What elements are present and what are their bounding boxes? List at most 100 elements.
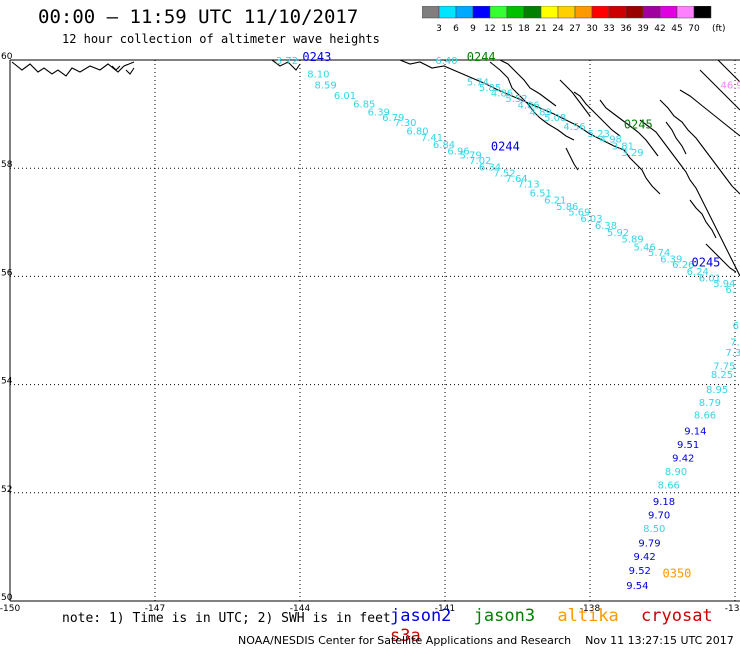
wave-height-value: 4.56	[563, 122, 585, 133]
lat-tick-label: 58	[1, 160, 13, 170]
wave-height-value: 5.89	[621, 235, 643, 246]
wave-height-value: 3.81	[612, 141, 634, 152]
wave-height-value: 5.74	[648, 248, 670, 259]
lat-lon-grid: -150 -147 -144 -141 -138 -135 50 52 54 56 58 60	[0, 52, 740, 614]
wave-height-value: 9.79	[638, 539, 660, 550]
wave-height-value: 8.95	[706, 385, 728, 396]
wave-height-value: 4.98	[600, 134, 622, 145]
wave-height-value: 6.79	[382, 113, 404, 124]
wave-height-value: 7.02	[469, 156, 491, 167]
wave-height-value: 6	[733, 321, 739, 332]
wave-height-value: 7.52	[493, 169, 515, 180]
wave-height-value: 5.85	[479, 83, 501, 94]
lat-tick-label: 52	[1, 485, 12, 495]
wave-height-value: 6.03	[580, 214, 602, 225]
colorbar-unit: (ft)	[712, 24, 726, 34]
wave-height-value: 6.26	[672, 260, 694, 271]
lon-tick-label: -150	[0, 604, 20, 614]
colorbar-tick-label: 42	[654, 24, 665, 34]
lon-tick-label: -141	[435, 604, 455, 614]
wave-height-value: 8.79	[699, 398, 721, 409]
legend-cryosat-s3a: cryosat s3a	[390, 606, 713, 646]
legend-jason2: jason2	[390, 606, 452, 626]
pass-label: 0244	[491, 139, 520, 153]
wave-height-value: 5.52	[505, 94, 527, 105]
lon-tick-label: -138	[580, 604, 601, 614]
wave-height-value: 5.46	[634, 243, 656, 254]
wave-height-value: 6.34	[479, 163, 501, 174]
wave-height-value: 5.08	[544, 113, 566, 124]
wave-height-value: 3.72	[276, 56, 298, 67]
wave-height-value: 7.41	[421, 133, 443, 144]
wave-height-value: 5.79	[460, 151, 482, 162]
wave-height-colorbar: 3 6 9 12 15 18 21 24 27 30 33 36 39 42 45 70 (ft)	[422, 6, 726, 34]
map-frame	[9, 59, 740, 602]
pass-label: 0245	[624, 118, 653, 132]
footer-note: note: 1) Time is in UTC; 2) SWH is in fe…	[62, 611, 391, 626]
satellite-legend: jason2 jason3 altika cryosat s3a	[390, 606, 740, 646]
wave-height-value: 4.86	[491, 88, 513, 99]
wave-height-value: 7.64	[505, 174, 527, 185]
wave-height-value: 8.66	[694, 410, 716, 421]
wave-height-value: 4.89	[530, 107, 552, 118]
wave-height-value: 6.	[725, 285, 735, 296]
coastline	[11, 59, 740, 277]
colorbar-tick-label: 27	[569, 24, 580, 34]
wave-height-value: 5.94	[713, 279, 735, 290]
colorbar-tick-label: 70	[688, 24, 700, 34]
pass-label: 0243	[302, 50, 331, 64]
map-title: 00:00 – 11:59 UTC 11/10/2017	[38, 6, 359, 28]
wave-height-value: 6.39	[368, 107, 390, 118]
lat-tick-label: 56	[1, 268, 13, 278]
colorbar-tick-label: 6	[453, 24, 459, 34]
legend-altika: altika	[557, 606, 619, 626]
wave-height-value: 6.85	[353, 99, 375, 110]
colorbar-tick-label: 12	[484, 24, 495, 34]
colorbar-tick-label: 39	[637, 24, 649, 34]
wave-height-value: 7.3	[725, 348, 740, 359]
colorbar-tick-label: 45	[671, 24, 682, 34]
pass-label: 0350	[663, 567, 692, 581]
colorbar-bin	[693, 6, 712, 19]
wave-height-value: 4.86	[518, 100, 540, 111]
legend-jason3: jason3	[473, 606, 536, 626]
wave-height-value: 6.40	[435, 56, 457, 67]
wave-height-value: 9.42	[634, 552, 656, 563]
colorbar-tick-label: 33	[603, 24, 614, 34]
colorbar-tick-label: 3	[436, 24, 442, 34]
wave-height-value: 5.69	[568, 207, 590, 218]
pass-label: 0244	[467, 50, 496, 64]
lat-tick-label: 50	[1, 593, 13, 603]
wave-height-value: 7.	[730, 337, 740, 348]
lon-tick-label: -144	[290, 604, 311, 614]
wave-height-value: 6.01	[334, 91, 356, 102]
colorbar-tick-label: 18	[518, 24, 530, 34]
wave-height-value: 6.84	[433, 140, 455, 151]
wave-height-value: 46.9	[721, 80, 740, 91]
wave-height-value: 6.80	[406, 126, 428, 137]
wave-observations: 3.728.108.596.016.856.396.797.306.807.41…	[276, 56, 740, 592]
wave-height-value: 9.54	[626, 581, 648, 592]
wave-height-value: 9.70	[648, 510, 670, 521]
wave-height-value: 7.13	[518, 179, 540, 190]
wave-height-value: 6.24	[687, 267, 709, 278]
wave-height-value: 6.39	[660, 255, 682, 266]
wave-height-value: 8.50	[643, 524, 665, 535]
colorbar-tick-label: 9	[470, 24, 476, 34]
wave-height-value: 8.10	[307, 70, 329, 81]
colorbar-tick-label: 15	[501, 24, 512, 34]
pass-label: 0245	[692, 256, 721, 270]
wave-height-value: 7.30	[394, 118, 416, 129]
colorbar-tick-label: 24	[552, 24, 564, 34]
lat-tick-label: 54	[1, 377, 13, 387]
wave-height-value: 9.51	[677, 440, 699, 451]
wave-height-value: 5.23	[588, 129, 610, 140]
wave-height-value: 9.18	[653, 497, 675, 508]
wave-height-value: 9.14	[684, 427, 706, 438]
lon-tick-label: -135	[725, 604, 740, 614]
wave-height-value: 8.59	[315, 80, 337, 91]
wave-height-value: 7.75	[713, 362, 735, 373]
wave-height-value: 6.51	[530, 189, 552, 200]
wave-height-value: 6.38	[595, 221, 617, 232]
